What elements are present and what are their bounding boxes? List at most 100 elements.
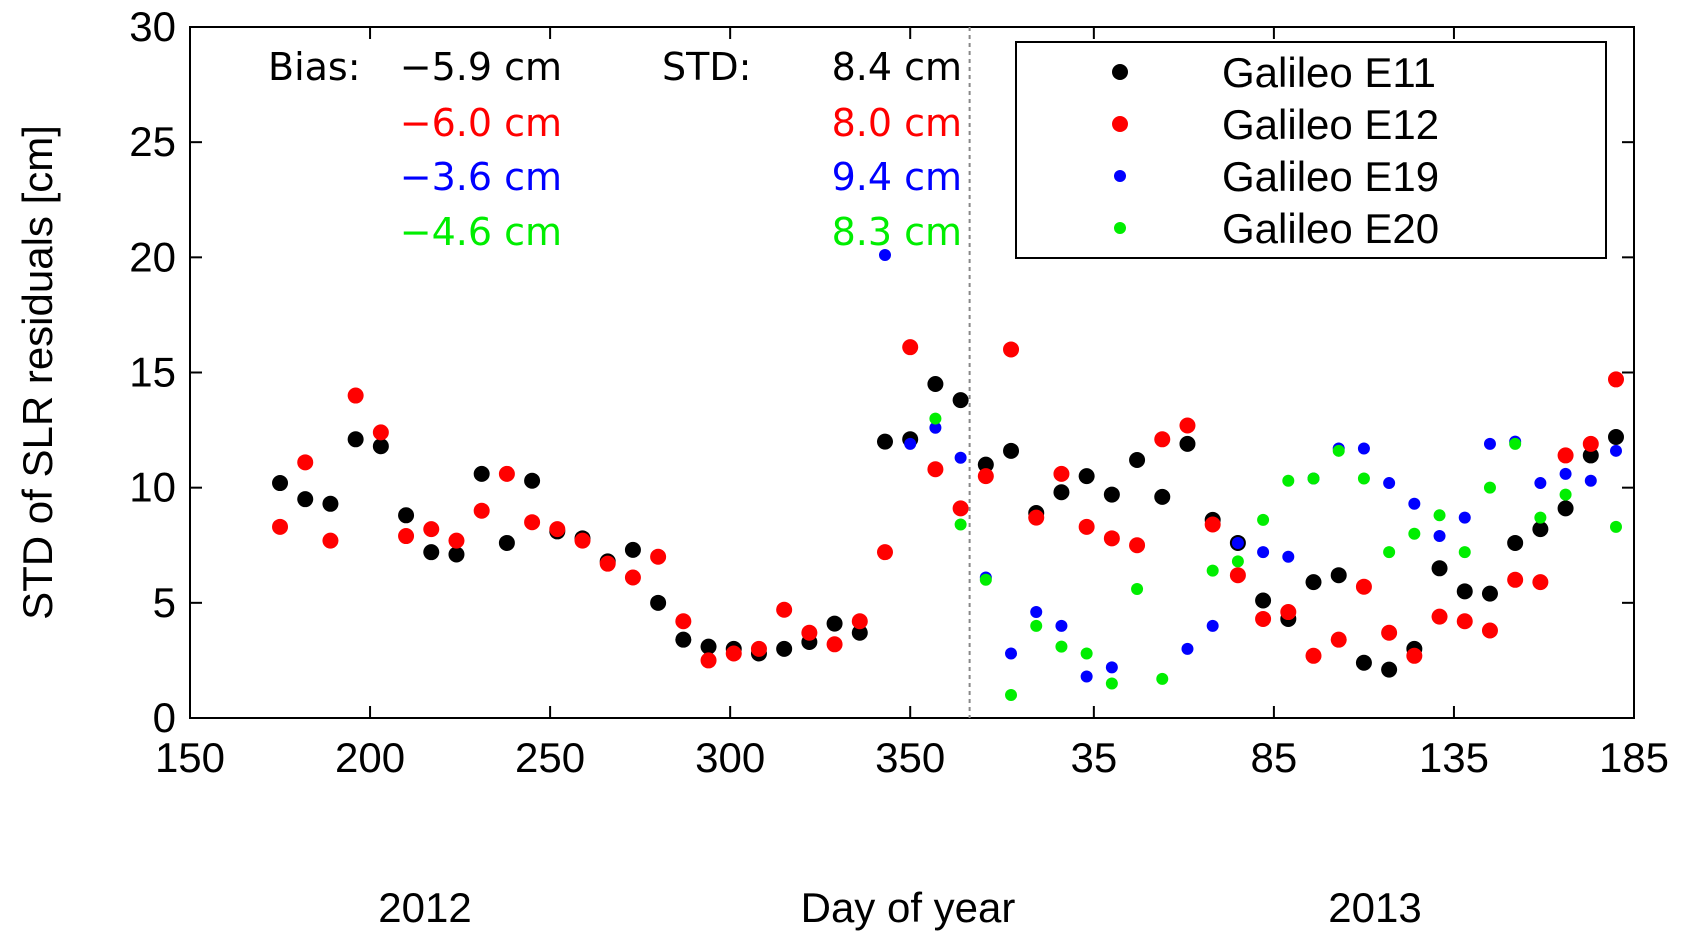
data-point-galileo-e11 — [1532, 521, 1549, 538]
data-point-galileo-e19 — [1282, 550, 1295, 563]
data-point-galileo-e11 — [1053, 484, 1070, 501]
data-point-galileo-e11 — [876, 433, 893, 450]
data-point-galileo-e12 — [1280, 604, 1297, 621]
data-point-galileo-e20 — [1383, 546, 1396, 559]
data-point-galileo-e12 — [599, 555, 616, 572]
x-axis-label: Day of year — [801, 884, 1016, 931]
legend-label-e11: Galileo E11 — [1222, 49, 1436, 96]
data-point-galileo-e11 — [398, 507, 415, 524]
year-label-2012: 2012 — [378, 884, 471, 931]
data-point-galileo-e20 — [1257, 513, 1270, 526]
data-point-galileo-e12 — [1330, 631, 1347, 648]
axis-ticks: 0 5 10 15 20 25 30 150 200 250 300 350 35 85 135 185 — [129, 3, 1669, 781]
data-point-galileo-e11 — [1456, 583, 1473, 600]
data-point-galileo-e12 — [927, 461, 944, 478]
data-point-galileo-e12 — [1003, 341, 1020, 358]
data-point-galileo-e12 — [473, 502, 490, 519]
data-point-galileo-e11 — [977, 456, 994, 473]
data-point-galileo-e11 — [826, 615, 843, 632]
data-point-galileo-e19 — [1231, 536, 1244, 549]
data-point-galileo-e19 — [1584, 474, 1597, 487]
data-point-galileo-e12 — [423, 521, 440, 538]
data-point-galileo-e12 — [1179, 417, 1196, 434]
data-point-galileo-e20 — [1534, 511, 1547, 524]
data-point-galileo-e20 — [1131, 583, 1144, 596]
x-tick-label: 135 — [1419, 734, 1489, 781]
data-point-galileo-e12 — [1532, 574, 1549, 591]
data-point-galileo-e12 — [750, 640, 767, 657]
bias-label: Bias: — [268, 45, 361, 89]
data-point-galileo-e12 — [1154, 431, 1171, 448]
data-point-galileo-e12 — [1557, 447, 1574, 464]
data-point-galileo-e11 — [1355, 654, 1372, 671]
data-point-galileo-e19 — [1483, 437, 1496, 450]
data-point-galileo-e11 — [675, 631, 692, 648]
data-point-galileo-e20 — [1408, 527, 1421, 540]
data-point-galileo-e12 — [1053, 465, 1070, 482]
data-point-galileo-e19 — [1080, 670, 1093, 683]
legend-box — [1015, 41, 1607, 259]
data-point-galileo-e11 — [776, 640, 793, 657]
data-point-galileo-e11 — [1103, 486, 1120, 503]
data-point-galileo-e12 — [650, 548, 667, 565]
data-point-galileo-e19 — [1458, 511, 1471, 524]
data-point-galileo-e20 — [1055, 640, 1068, 653]
data-point-galileo-e20 — [1030, 619, 1043, 632]
data-point-galileo-e12 — [1078, 518, 1095, 535]
data-point-galileo-e11 — [851, 624, 868, 641]
y-tick-label: 10 — [129, 464, 176, 511]
data-point-galileo-e20 — [1357, 472, 1370, 485]
data-point-galileo-e11 — [1305, 574, 1322, 591]
data-point-galileo-e12 — [1204, 516, 1221, 533]
y-tick-label: 15 — [129, 349, 176, 396]
data-point-galileo-e20 — [954, 518, 967, 531]
data-point-galileo-e11 — [1481, 585, 1498, 602]
data-point-galileo-e11 — [1607, 428, 1624, 445]
y-tick-label: 30 — [129, 3, 176, 50]
data-point-galileo-e19 — [1030, 606, 1043, 619]
data-point-galileo-e11 — [952, 392, 969, 409]
data-point-galileo-e11 — [1507, 534, 1524, 551]
data-point-galileo-e12 — [1507, 571, 1524, 588]
x-tick-label: 300 — [695, 734, 765, 781]
data-point-galileo-e12 — [1255, 610, 1272, 627]
x-tick-label: 185 — [1599, 734, 1669, 781]
x-tick-label: 200 — [335, 734, 405, 781]
data-point-galileo-e12 — [322, 532, 339, 549]
data-point-galileo-e20 — [1433, 509, 1446, 522]
data-point-galileo-e12 — [826, 636, 843, 653]
y-tick-label: 25 — [129, 118, 176, 165]
data-point-galileo-e11 — [650, 594, 667, 611]
data-point-galileo-e12 — [574, 532, 591, 549]
data-point-galileo-e19 — [1055, 619, 1068, 632]
data-point-galileo-e11 — [1431, 560, 1448, 577]
data-point-galileo-e20 — [1307, 472, 1320, 485]
data-point-galileo-e19 — [1206, 619, 1219, 632]
data-point-galileo-e12 — [1229, 567, 1246, 584]
bias-value-e19: −3.6 cm — [400, 155, 562, 199]
data-point-galileo-e12 — [624, 569, 641, 586]
data-point-galileo-e11 — [1179, 435, 1196, 452]
data-point-galileo-e12 — [272, 518, 289, 535]
x-tick-label: 350 — [875, 734, 945, 781]
x-tick-label: 85 — [1251, 734, 1298, 781]
data-point-galileo-e12 — [801, 624, 818, 641]
data-point-galileo-e12 — [347, 387, 364, 404]
data-point-galileo-e12 — [1028, 509, 1045, 526]
data-point-galileo-e19 — [1534, 477, 1547, 490]
data-point-galileo-e20 — [1609, 520, 1622, 533]
data-point-galileo-e11 — [272, 475, 289, 492]
data-point-galileo-e11 — [927, 376, 944, 393]
data-point-galileo-e12 — [297, 454, 314, 471]
data-point-galileo-e11 — [1330, 567, 1347, 584]
data-point-galileo-e11 — [1078, 468, 1095, 485]
data-point-galileo-e19 — [1609, 444, 1622, 457]
data-point-galileo-e12 — [700, 652, 717, 669]
data-point-galileo-e20 — [1282, 474, 1295, 487]
data-point-galileo-e12 — [448, 532, 465, 549]
data-point-galileo-e12 — [372, 424, 389, 441]
data-point-galileo-e12 — [524, 514, 541, 531]
data-point-galileo-e12 — [952, 500, 969, 517]
data-point-galileo-e11 — [322, 495, 339, 512]
std-value-e19: 9.4 cm — [832, 155, 962, 199]
